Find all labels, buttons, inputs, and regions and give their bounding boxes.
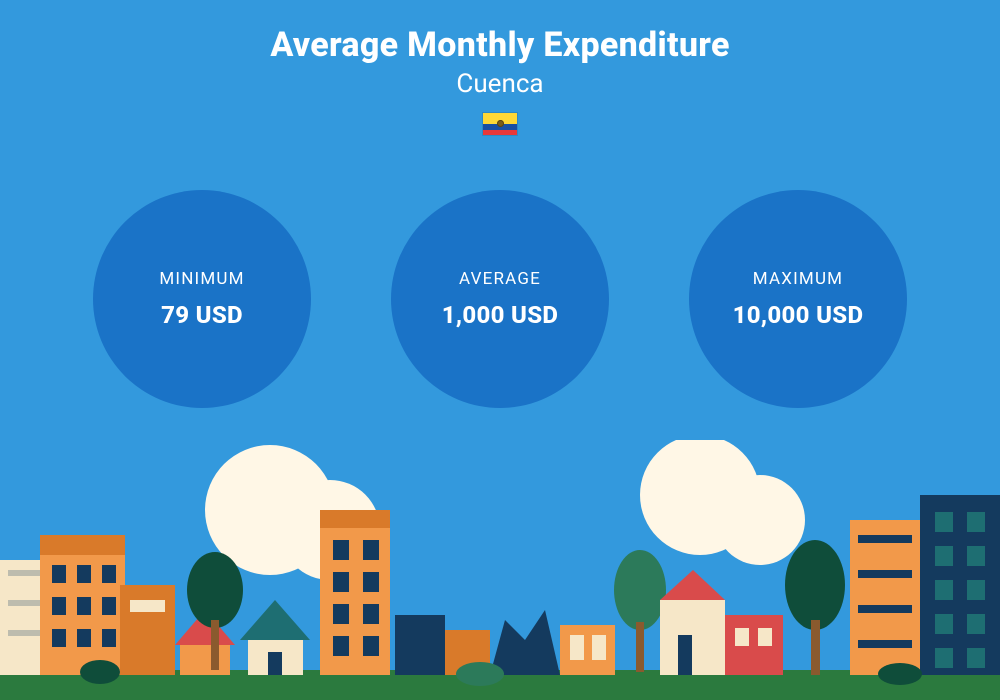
stat-maximum: MAXIMUM 10,000 USD — [689, 190, 907, 408]
stat-value: 10,000 USD — [733, 301, 864, 329]
flag-icon — [483, 113, 517, 135]
stat-circles: MINIMUM 79 USD AVERAGE 1,000 USD MAXIMUM… — [0, 190, 1000, 408]
infographic-canvas: Average Monthly Expenditure Cuenca MINIM… — [0, 0, 1000, 700]
stat-minimum: MINIMUM 79 USD — [93, 190, 311, 408]
stat-average: AVERAGE 1,000 USD — [391, 190, 609, 408]
stat-value: 1,000 USD — [442, 301, 559, 329]
cityscape-illustration — [0, 440, 1000, 700]
stat-value: 79 USD — [161, 301, 243, 329]
stat-label: MINIMUM — [159, 269, 244, 289]
page-title: Average Monthly Expenditure — [0, 25, 1000, 65]
stat-label: MAXIMUM — [753, 269, 843, 289]
page-subtitle: Cuenca — [0, 69, 1000, 99]
header: Average Monthly Expenditure Cuenca — [0, 25, 1000, 135]
stat-label: AVERAGE — [459, 269, 541, 289]
